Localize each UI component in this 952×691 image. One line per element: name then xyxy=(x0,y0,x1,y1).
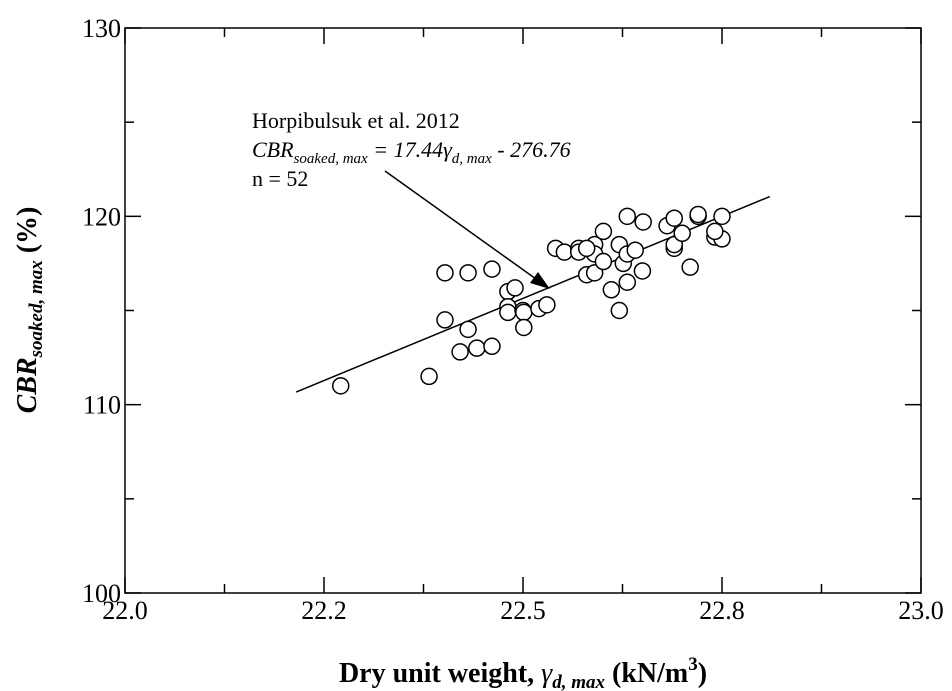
xlabel-sup: 3 xyxy=(688,654,698,675)
data-point xyxy=(618,273,637,291)
annotation-source: Horpibulsuk et al. 2012 xyxy=(252,108,460,133)
eq-sub: d, max xyxy=(452,151,492,167)
data-point xyxy=(626,241,644,259)
ylabel-part: CBR xyxy=(12,357,43,413)
data-point xyxy=(483,260,501,278)
data-point xyxy=(618,207,637,226)
data-point xyxy=(689,205,707,224)
x-tick-label: 23.0 xyxy=(898,596,944,625)
xlabel-part: (kN/m xyxy=(605,658,688,689)
data-point xyxy=(610,301,629,320)
data-point xyxy=(713,207,731,226)
data-point xyxy=(594,222,613,241)
data-point xyxy=(602,281,621,299)
xlabel-part: ) xyxy=(698,658,707,689)
ylabel-sub: soaked, max xyxy=(26,260,47,359)
x-axis-label: Dry unit weight, γd, max (kN/m3) xyxy=(339,654,707,691)
data-point xyxy=(451,343,469,361)
data-point xyxy=(499,303,517,322)
data-point xyxy=(420,367,438,386)
x-tick-label: 22.8 xyxy=(699,596,745,625)
data-point xyxy=(515,303,533,322)
xlabel-part: γ xyxy=(541,658,553,689)
y-tick-label: 110 xyxy=(83,391,121,420)
annotation-n: n = 52 xyxy=(252,166,308,191)
data-point xyxy=(331,377,350,395)
eq-part: CBR xyxy=(252,137,294,162)
fit-line xyxy=(295,195,771,393)
ylabel-part: (%) xyxy=(12,207,43,261)
arrow-head xyxy=(530,272,550,289)
eq-part: γ xyxy=(443,137,453,162)
data-point xyxy=(634,213,652,231)
x-tick-label: 22.5 xyxy=(500,596,546,625)
data-point xyxy=(633,262,652,280)
y-tick-label: 100 xyxy=(82,579,121,608)
eq-sub: soaked, max xyxy=(294,151,368,167)
data-point xyxy=(459,264,477,282)
data-point xyxy=(506,279,524,297)
data-point xyxy=(577,239,596,258)
x-tick-label: 22.0 xyxy=(102,596,148,625)
xlabel-part: Dry unit weight, xyxy=(339,658,541,689)
y-tick-label: 120 xyxy=(82,202,121,231)
data-point xyxy=(459,320,477,339)
data-point xyxy=(594,252,613,271)
data-point xyxy=(436,264,454,282)
data-point xyxy=(483,337,501,356)
data-point xyxy=(673,224,691,243)
data-point xyxy=(436,311,454,329)
annotation-equation: CBRsoaked, max = 17.44γd, max - 276.76 xyxy=(252,137,571,167)
data-point xyxy=(681,258,699,276)
data-point xyxy=(538,296,556,314)
eq-part: - 276.76 xyxy=(492,137,571,162)
x-tick-label: 22.2 xyxy=(301,596,347,625)
data-point xyxy=(665,209,683,227)
y-axis-label: CBRsoaked, max (%) xyxy=(12,207,47,414)
xlabel-sub: d, max xyxy=(552,672,605,691)
data-point xyxy=(468,339,486,357)
data-point xyxy=(706,222,724,241)
arrow-shaft xyxy=(384,170,537,280)
eq-part: = 17.44 xyxy=(368,137,443,162)
data-point xyxy=(515,318,533,337)
y-tick-label: 130 xyxy=(82,14,121,43)
